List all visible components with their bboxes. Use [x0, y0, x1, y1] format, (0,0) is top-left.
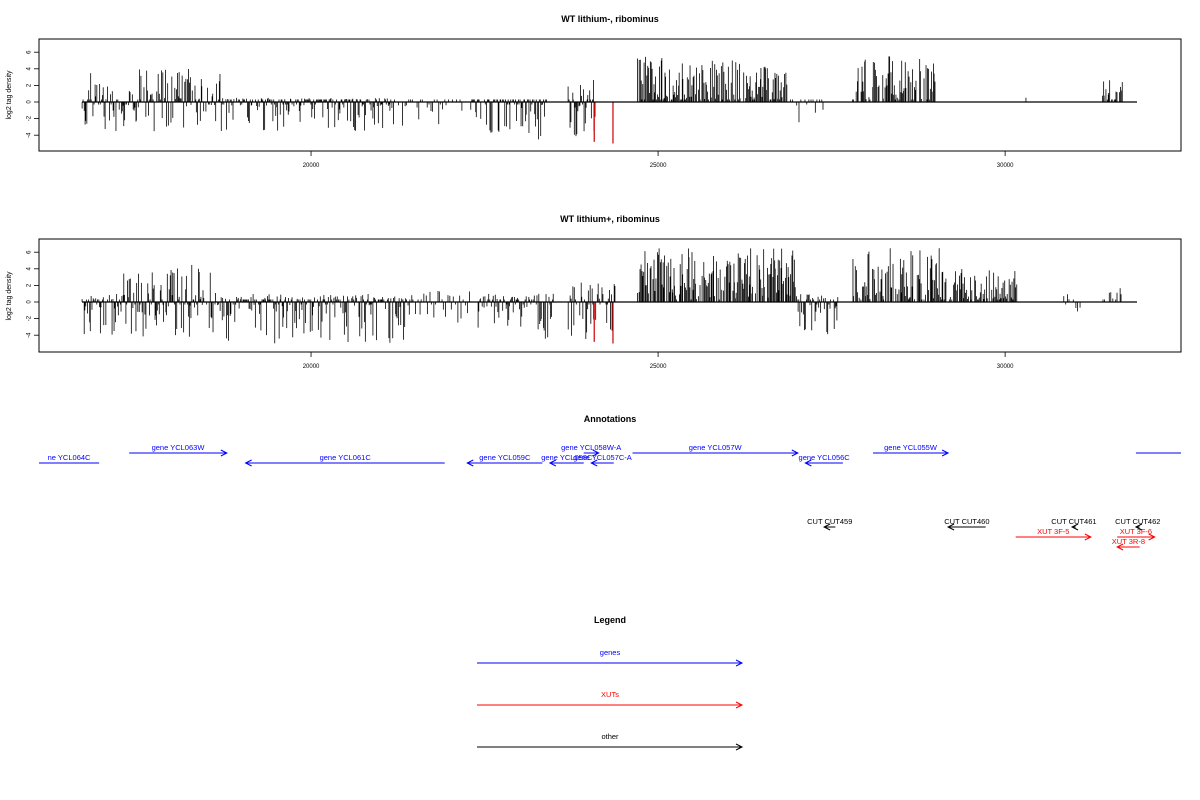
y-tick-label: 0 [27, 100, 33, 104]
plot-frame [38, 238, 1182, 353]
track-panel-lithium-minus: WT lithium-, ribominus -4 -2 0 2 4 6 20000 250… [6, 14, 1182, 169]
legend-label: genes [600, 648, 621, 657]
x-axis: 20000 25000 30000 [303, 352, 1014, 370]
y-tick-label: -2 [27, 315, 33, 321]
arrowhead [804, 459, 812, 467]
bars-group [81, 248, 1137, 344]
arrowhead [823, 523, 831, 531]
x-tick-label: 25000 [650, 364, 667, 370]
y-tick-label: 6 [27, 50, 33, 54]
arrowhead [941, 449, 950, 457]
feature-label: gene YCL057W [689, 443, 743, 452]
y-tick-label: 4 [27, 266, 33, 270]
arrowhead [735, 701, 744, 709]
feature-label: XUT 3F-6 [1120, 527, 1152, 536]
annotation-feature: gene YCL063W [129, 443, 228, 457]
annotation-feature: XUT 3F-5 [1015, 527, 1092, 541]
x-tick-label: 30000 [997, 163, 1014, 169]
annotations-title: Annotations [584, 414, 637, 424]
y-tick-label: 2 [27, 283, 33, 287]
y-tick-label: 2 [27, 83, 33, 87]
legend-item-other: other [477, 732, 744, 751]
annotation-feature: ne YCL064C [39, 453, 100, 464]
annotation-feature: XUT 3F-6 [1117, 527, 1156, 541]
arrowhead [590, 459, 598, 467]
legend: Legend genes XUTs other [477, 615, 744, 751]
feature-label: gene YCL059C [479, 453, 531, 462]
y-axis: -4 -2 0 2 4 6 [27, 50, 39, 138]
feature-label: gene YCL063W [152, 443, 206, 452]
feature-label: gene YCL058C [541, 453, 593, 462]
y-axis: -4 -2 0 2 4 6 [27, 250, 39, 338]
arrowhead [1084, 533, 1092, 541]
annotations-panel: Annotations ne YCL064C gene YCL063W gene Y… [39, 414, 1181, 551]
y-tick-label: 0 [27, 300, 33, 304]
y-tick-label: -4 [27, 332, 33, 338]
feature-label: gene YCL056C [799, 453, 851, 462]
feature-label: ne YCL064C [48, 453, 91, 462]
feature-label: CUT CUT459 [807, 517, 852, 526]
legend-item-xuts: XUTs [477, 690, 744, 709]
arrowhead [1116, 543, 1124, 551]
legend-label: other [601, 732, 619, 741]
y-axis-label: log2 tag density [6, 70, 13, 120]
chart-title: WT lithium-, ribominus [561, 14, 659, 24]
y-tick-label: 6 [27, 250, 33, 254]
feature-label: CUT CUT461 [1051, 517, 1096, 526]
x-tick-label: 20000 [303, 364, 320, 370]
x-tick-label: 20000 [303, 163, 320, 169]
annotation-feature: CUT CUT459 [807, 517, 852, 531]
annotation-feature: gene YCL056C [799, 453, 851, 467]
annotation-feature: gene YCL058C [541, 453, 593, 467]
arrowhead [220, 449, 228, 457]
bars-group [81, 56, 1137, 144]
feature-label: CUT CUT460 [944, 517, 989, 526]
x-tick-label: 25000 [650, 163, 667, 169]
arrowhead [1070, 523, 1079, 531]
feature-label: gene YCL061C [320, 453, 372, 462]
arrowhead [548, 459, 557, 467]
arrowhead [791, 449, 799, 457]
annotation-feature: gene YCL061C [244, 453, 445, 467]
annotation-feature: CUT CUT460 [944, 517, 990, 531]
y-axis-label: log2 tag density [6, 271, 13, 321]
y-tick-label: -2 [27, 115, 33, 121]
arrowhead [592, 449, 600, 457]
annotation-feature: gene YCL055W [872, 443, 950, 457]
annotation-feature: XUT 3R-8 [1112, 537, 1145, 551]
feature-label: gene YCL055W [884, 443, 938, 452]
feature-label: XUT 3F-5 [1037, 527, 1069, 536]
annotation-features: ne YCL064C gene YCL063W gene YCL061C gene Y… [39, 443, 1181, 551]
arrowhead [735, 659, 744, 667]
feature-label: CUT CUT462 [1115, 517, 1160, 526]
arrowhead [244, 459, 252, 467]
arrowhead [466, 459, 474, 467]
feature-label: gene YCL058W-A [561, 443, 621, 452]
legend-item-genes: genes [477, 648, 744, 667]
annotation-feature: CUT CUT461 [1051, 517, 1097, 531]
legend-label: XUTs [601, 690, 619, 699]
annotation-feature: gene YCL059C [466, 453, 543, 467]
plot-frame [38, 38, 1182, 152]
arrowhead [946, 523, 955, 531]
annotation-feature: gene YCL057C-A [573, 453, 632, 467]
feature-label: XUT 3R-8 [1112, 537, 1145, 546]
legend-title: Legend [594, 615, 626, 625]
feature-label: gene YCL057C-A [573, 453, 632, 462]
y-tick-label: 4 [27, 66, 33, 70]
annotation-feature: CUT CUT462 [1115, 517, 1160, 531]
arrowhead [1134, 523, 1143, 531]
annotation-feature: gene YCL057W [632, 443, 799, 457]
chart-title: WT lithium+, ribominus [560, 214, 660, 224]
x-axis: 20000 25000 30000 [303, 151, 1014, 169]
arrowhead [1148, 533, 1156, 541]
y-tick-label: -4 [27, 132, 33, 138]
legend-items: genes XUTs other [477, 648, 744, 751]
track-panel-lithium-plus: WT lithium+, ribominus -4 -2 0 2 4 6 20000 250… [6, 214, 1182, 370]
x-tick-label: 30000 [997, 364, 1014, 370]
arrowhead [735, 743, 744, 751]
annotation-feature: gene YCL058W-A [561, 443, 621, 457]
